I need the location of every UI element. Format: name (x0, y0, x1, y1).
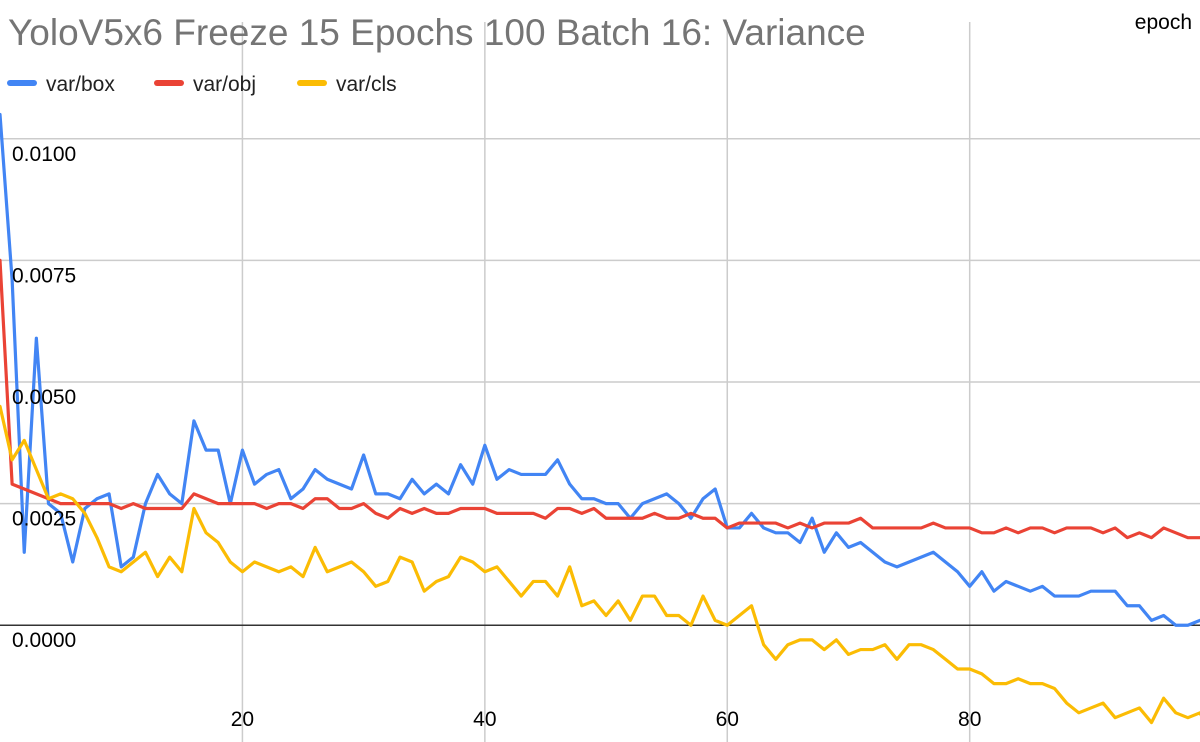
x-tick-label: 20 (231, 708, 254, 731)
series-line-var-cls (0, 404, 1200, 725)
y-tick-label: 0.0075 (12, 264, 76, 287)
series-line-var-obj (0, 258, 1200, 540)
x-axis-label: epoch (1135, 11, 1192, 34)
x-tick-label: 80 (958, 708, 981, 731)
legend-item-var-cls: var/cls (297, 73, 397, 96)
legend-label: var/cls (336, 73, 397, 96)
chart-title: YoloV5x6 Freeze 15 Epochs 100 Batch 16: … (8, 12, 866, 53)
legend-label: var/obj (193, 73, 256, 96)
legend: var/box var/obj var/cls (7, 73, 397, 96)
x-tick-labels: 20 40 60 80 (231, 708, 982, 731)
legend-label: var/box (46, 73, 115, 96)
legend-item-var-box: var/box (7, 73, 115, 96)
horizontal-gridlines (0, 138, 1200, 505)
y-tick-label: 0.0100 (12, 143, 76, 166)
y-tick-label: 0.0000 (12, 629, 76, 652)
series-line-var-box (0, 112, 1200, 627)
y-tick-label: 0.0050 (12, 386, 76, 409)
y-tick-label: 0.0025 (12, 508, 76, 531)
x-tick-label: 40 (473, 708, 496, 731)
y-tick-labels: 0.0000 0.0025 0.0050 0.0075 0.0100 (12, 143, 76, 652)
x-tick-label: 60 (716, 708, 739, 731)
series-lines (0, 112, 1200, 725)
legend-item-var-obj: var/obj (154, 73, 256, 96)
